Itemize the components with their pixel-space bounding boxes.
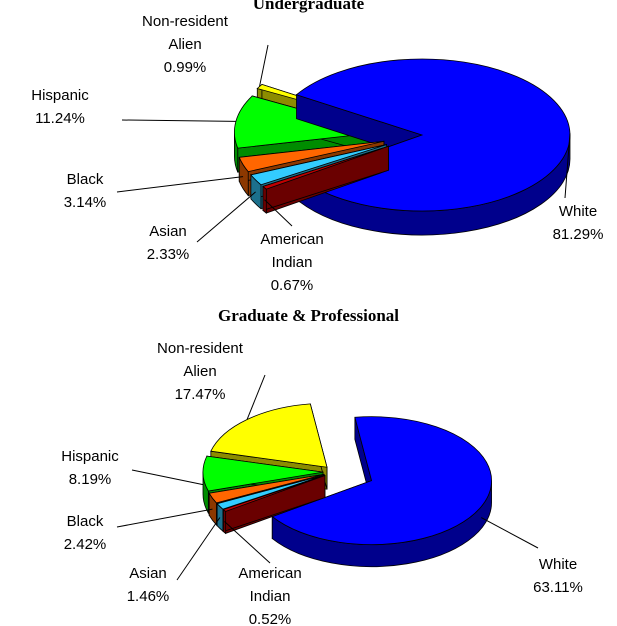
slice-label: Non-resident Alien 17.47% xyxy=(150,337,250,406)
category-label: Hispanic xyxy=(61,448,119,465)
value-label: 3.14% xyxy=(63,194,107,211)
slice-label: Asian 1.46% xyxy=(98,562,198,608)
slice-label: Non-resident Alien 0.99% xyxy=(135,10,235,79)
slice xyxy=(271,416,492,568)
slice-label: American Indian 0.67% xyxy=(252,228,332,297)
slice-label: Hispanic 8.19% xyxy=(40,445,140,491)
slice-top xyxy=(238,140,385,173)
slice-top xyxy=(271,416,492,546)
value-label: 8.19% xyxy=(68,471,112,488)
slice xyxy=(262,145,389,214)
leader-line xyxy=(481,517,539,549)
leader-line xyxy=(224,521,271,564)
slice xyxy=(222,474,326,535)
value-label: 17.47% xyxy=(174,386,226,403)
chart-title: Graduate & Professional xyxy=(217,306,399,325)
value-label: 81.29% xyxy=(552,226,604,243)
slice-top xyxy=(222,475,326,512)
category-label: Black xyxy=(66,513,104,530)
category-label: Asian xyxy=(149,223,187,240)
slice-top xyxy=(208,473,324,504)
value-label: 2.42% xyxy=(63,536,107,553)
slice-label: White 81.29% xyxy=(528,200,617,246)
slice-label: Hispanic 11.24% xyxy=(10,84,110,130)
category-label: Non-resident Alien xyxy=(157,340,243,380)
category-label: American Indian xyxy=(260,231,324,271)
leader-line xyxy=(264,199,293,227)
leader-line xyxy=(196,191,256,243)
value-label: 1.46% xyxy=(126,588,170,605)
slice-top xyxy=(250,144,387,186)
value-label: 0.52% xyxy=(248,611,292,626)
value-label: 2.33% xyxy=(146,246,190,263)
value-label: 63.11% xyxy=(533,579,583,596)
slice-label: Asian 2.33% xyxy=(118,220,218,266)
category-label: White xyxy=(558,203,598,220)
value-label: 0.67% xyxy=(270,277,314,294)
category-label: American Indian xyxy=(238,565,302,605)
slice-label: American Indian 0.52% xyxy=(230,562,310,626)
category-label: Hispanic xyxy=(31,87,89,104)
leader-line xyxy=(246,374,266,420)
slice-top xyxy=(262,145,389,190)
category-label: Black xyxy=(66,171,104,188)
leader-line xyxy=(121,119,236,122)
category-label: Non-resident Alien xyxy=(142,13,228,53)
slice-label: White 63.11% xyxy=(508,553,608,599)
slice-top xyxy=(216,474,325,510)
value-label: 0.99% xyxy=(163,59,207,76)
slice-top xyxy=(210,403,328,468)
value-label: 11.24% xyxy=(35,110,85,127)
leader-line xyxy=(564,133,571,199)
leader-line xyxy=(131,469,204,486)
slice-label: Black 2.42% xyxy=(35,510,135,556)
leader-line xyxy=(176,517,221,581)
leader-line xyxy=(116,176,244,193)
chart-title: Undergraduate xyxy=(252,0,365,13)
leader-line xyxy=(259,44,269,87)
leader-line xyxy=(116,508,213,528)
category-label: White xyxy=(538,556,578,573)
slice-label: Black 3.14% xyxy=(35,168,135,214)
category-label: Asian xyxy=(129,565,167,582)
slice-top xyxy=(202,455,324,492)
